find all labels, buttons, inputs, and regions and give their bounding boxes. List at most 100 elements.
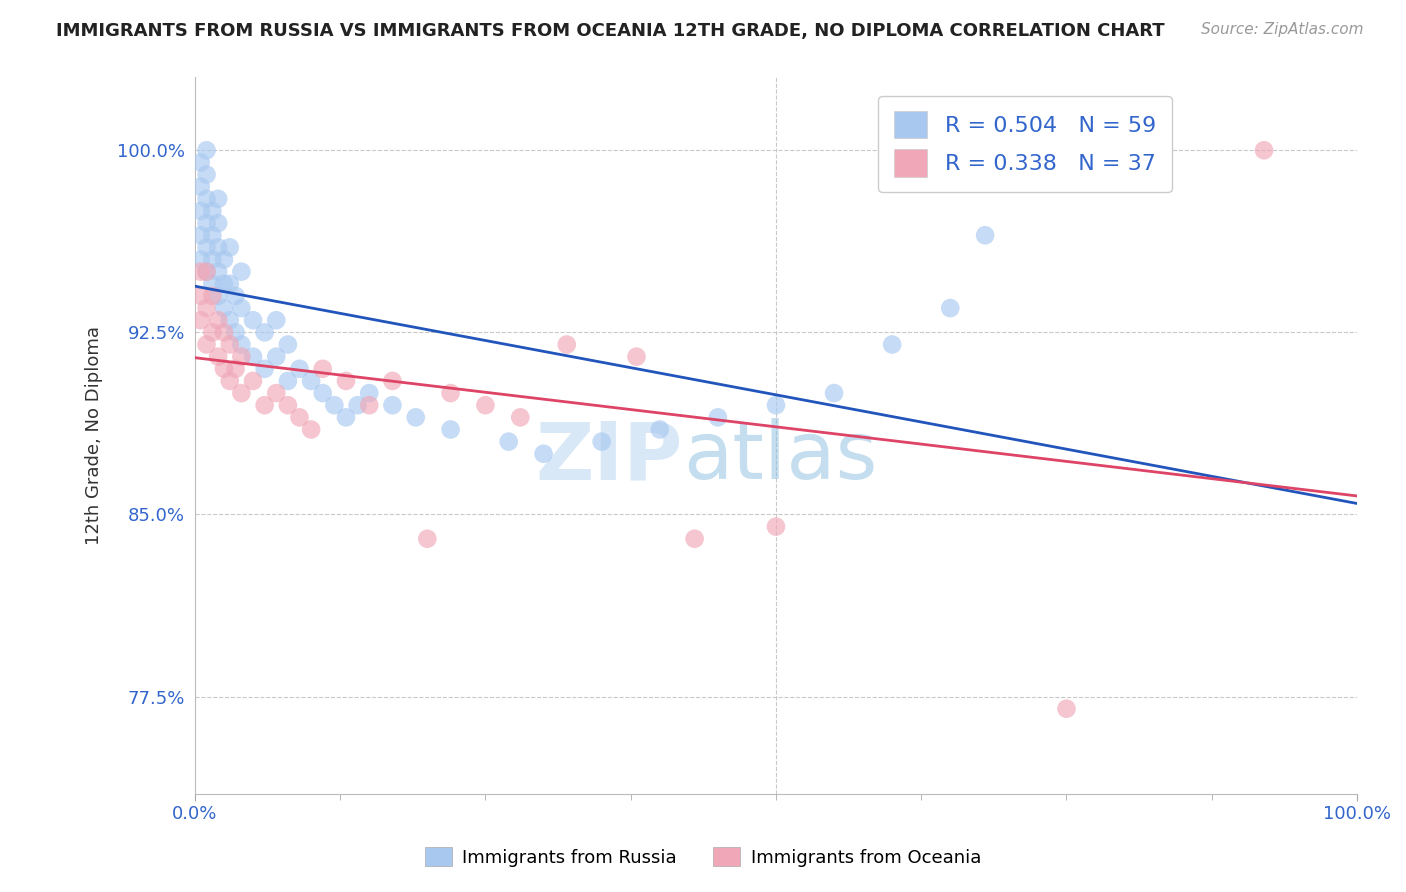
Point — [683, 532, 706, 546]
Point — [765, 519, 787, 533]
Point — [439, 386, 461, 401]
Point — [253, 361, 276, 376]
Point — [277, 337, 299, 351]
Point — [381, 374, 404, 388]
Point — [974, 228, 997, 243]
Point — [190, 204, 212, 219]
Point — [218, 240, 240, 254]
Point — [231, 386, 253, 401]
Point — [242, 374, 264, 388]
Point — [312, 386, 335, 401]
Point — [207, 216, 229, 230]
Point — [212, 326, 235, 340]
Point — [207, 240, 229, 254]
Point — [439, 422, 461, 436]
Point — [1253, 143, 1275, 157]
Point — [212, 277, 235, 291]
Point — [288, 410, 311, 425]
Point — [225, 289, 247, 303]
Point — [648, 422, 671, 436]
Point — [346, 398, 368, 412]
Point — [218, 277, 240, 291]
Point — [218, 374, 240, 388]
Point — [218, 337, 240, 351]
Point — [195, 301, 218, 315]
Point — [207, 289, 229, 303]
Point — [207, 313, 229, 327]
Point — [882, 337, 904, 351]
Text: ZIP: ZIP — [536, 418, 683, 496]
Point — [277, 398, 299, 412]
Point — [323, 398, 346, 412]
Point — [190, 289, 212, 303]
Point — [207, 265, 229, 279]
Point — [359, 386, 381, 401]
Point — [195, 265, 218, 279]
Point — [195, 240, 218, 254]
Point — [190, 252, 212, 267]
Point — [212, 301, 235, 315]
Point — [195, 192, 218, 206]
Point — [195, 216, 218, 230]
Point — [264, 386, 287, 401]
Point — [359, 398, 381, 412]
Point — [190, 228, 212, 243]
Point — [201, 326, 224, 340]
Text: Source: ZipAtlas.com: Source: ZipAtlas.com — [1201, 22, 1364, 37]
Point — [242, 313, 264, 327]
Legend: R = 0.504   N = 59, R = 0.338   N = 37: R = 0.504 N = 59, R = 0.338 N = 37 — [879, 95, 1171, 192]
Point — [416, 532, 439, 546]
Point — [242, 350, 264, 364]
Point — [201, 252, 224, 267]
Point — [299, 374, 322, 388]
Point — [312, 361, 335, 376]
Point — [381, 398, 404, 412]
Point — [264, 313, 287, 327]
Point — [207, 350, 229, 364]
Point — [509, 410, 531, 425]
Point — [195, 337, 218, 351]
Point — [231, 337, 253, 351]
Point — [939, 301, 962, 315]
Point — [225, 361, 247, 376]
Text: atlas: atlas — [683, 418, 877, 496]
Point — [190, 155, 212, 169]
Point — [231, 265, 253, 279]
Point — [195, 265, 218, 279]
Point — [190, 265, 212, 279]
Point — [474, 398, 496, 412]
Point — [201, 228, 224, 243]
Point — [1056, 702, 1078, 716]
Point — [253, 398, 276, 412]
Point — [253, 326, 276, 340]
Point — [201, 204, 224, 219]
Point — [195, 143, 218, 157]
Point — [231, 350, 253, 364]
Point — [533, 447, 555, 461]
Point — [591, 434, 613, 449]
Legend: Immigrants from Russia, Immigrants from Oceania: Immigrants from Russia, Immigrants from … — [418, 840, 988, 874]
Point — [498, 434, 520, 449]
Point — [201, 277, 224, 291]
Point — [707, 410, 730, 425]
Text: IMMIGRANTS FROM RUSSIA VS IMMIGRANTS FROM OCEANIA 12TH GRADE, NO DIPLOMA CORRELA: IMMIGRANTS FROM RUSSIA VS IMMIGRANTS FRO… — [56, 22, 1164, 40]
Point — [288, 361, 311, 376]
Point — [212, 361, 235, 376]
Point — [190, 179, 212, 194]
Point — [299, 422, 322, 436]
Y-axis label: 12th Grade, No Diploma: 12th Grade, No Diploma — [86, 326, 103, 545]
Point — [190, 313, 212, 327]
Point — [405, 410, 427, 425]
Point — [765, 398, 787, 412]
Point — [335, 374, 357, 388]
Point — [218, 313, 240, 327]
Point — [231, 301, 253, 315]
Point — [207, 192, 229, 206]
Point — [823, 386, 845, 401]
Point — [225, 326, 247, 340]
Point — [212, 252, 235, 267]
Point — [626, 350, 648, 364]
Point — [201, 289, 224, 303]
Point — [277, 374, 299, 388]
Point — [264, 350, 287, 364]
